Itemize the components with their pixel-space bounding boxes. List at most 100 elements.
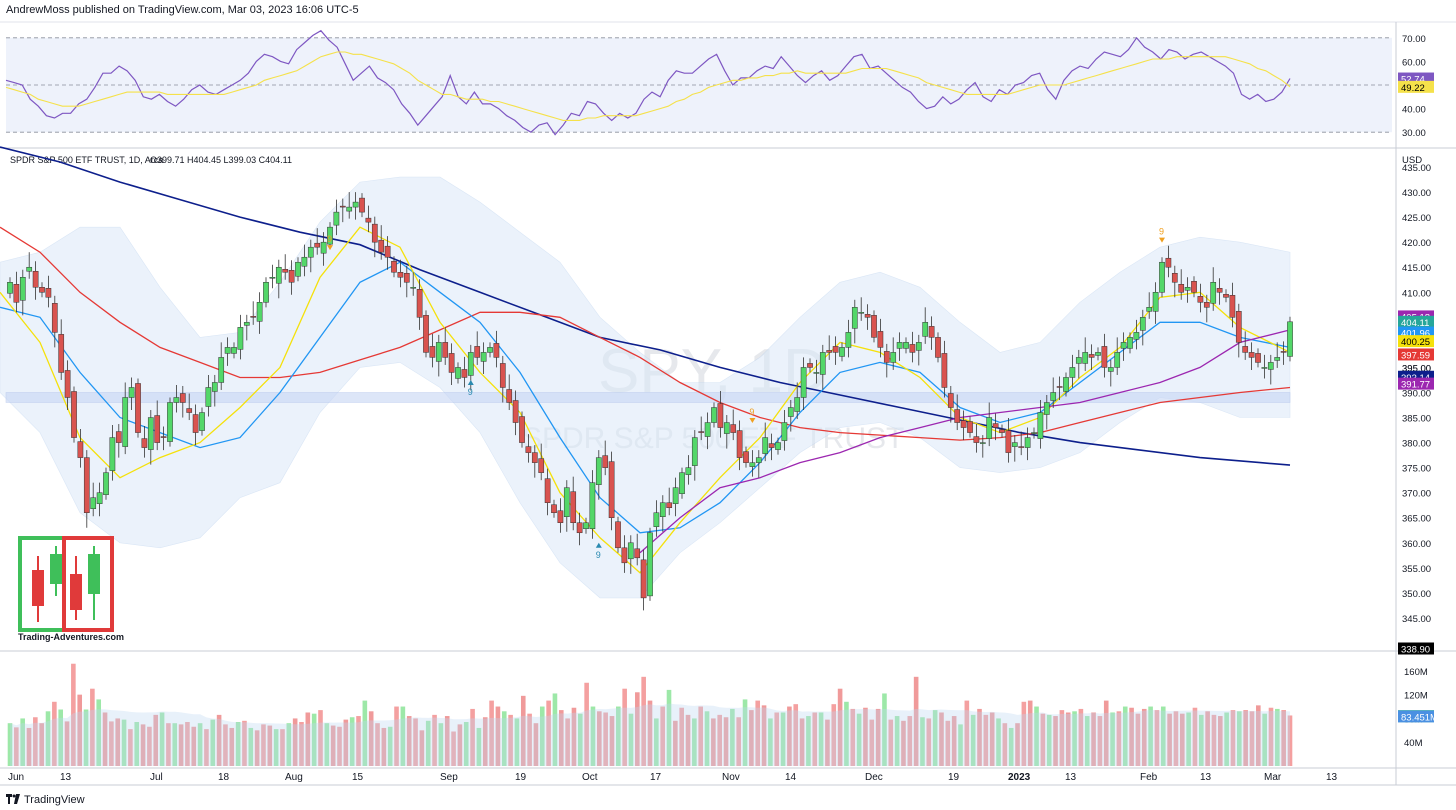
- candle: [519, 416, 525, 443]
- volume-bar: [711, 718, 716, 766]
- candle: [967, 421, 973, 433]
- volume-bar: [1268, 707, 1274, 766]
- price-tick-label: 385.00: [1402, 414, 1431, 425]
- volume-bar: [216, 714, 222, 766]
- price-value-label-bg: [1398, 335, 1434, 348]
- candle: [589, 482, 596, 530]
- candle: [832, 346, 839, 353]
- candle: [416, 289, 423, 318]
- price-tick-label: 435.00: [1402, 163, 1431, 174]
- candle: [845, 332, 852, 348]
- volume-bar: [856, 713, 862, 766]
- volume-bar: [286, 723, 292, 766]
- candle: [1191, 281, 1197, 293]
- candle: [858, 312, 865, 314]
- volume-bar: [603, 712, 608, 766]
- candle: [51, 303, 58, 333]
- price-tick-label: 380.00: [1402, 439, 1431, 450]
- candle: [531, 452, 538, 463]
- candle: [512, 400, 519, 423]
- candle: [1184, 287, 1191, 291]
- rsi-tick-label: 30.00: [1402, 128, 1426, 139]
- candle: [1088, 354, 1095, 358]
- volume-bar: [197, 723, 203, 766]
- volume-bar: [622, 688, 627, 766]
- volume-bar: [1078, 708, 1084, 766]
- rsi-value-label-bg: [1398, 80, 1434, 93]
- volume-bar: [337, 726, 342, 766]
- candle: [339, 205, 346, 208]
- ema20-line: [0, 261, 1291, 534]
- volume-bar: [140, 724, 146, 766]
- volume-bar: [977, 708, 982, 766]
- volume-bar: [704, 711, 710, 766]
- volume-bar: [1148, 706, 1153, 766]
- price-value-label: 391.77: [1401, 380, 1430, 391]
- time-tick-label: 19: [948, 772, 960, 783]
- candle: [704, 422, 711, 437]
- candle: [461, 369, 468, 378]
- volume-bar: [818, 712, 824, 766]
- volume-bars: [7, 663, 1293, 766]
- candle: [787, 407, 794, 417]
- footer-brand[interactable]: TradingView: [24, 793, 85, 806]
- volume-bar: [1034, 706, 1039, 766]
- volume-bar: [527, 713, 532, 766]
- rsi-line: [5, 29, 1291, 136]
- volume-bar: [1198, 714, 1204, 766]
- volume-average-area: [10, 703, 1290, 766]
- td-sequential-label: 9: [468, 387, 473, 397]
- volume-bar: [698, 706, 703, 766]
- volume-bar: [128, 729, 133, 766]
- rsi-tick-label: 70.00: [1402, 34, 1426, 45]
- publish-header: AndrewMoss published on TradingView.com,…: [6, 4, 359, 16]
- volume-bar: [400, 706, 406, 766]
- candle: [58, 334, 65, 373]
- candle: [320, 241, 327, 254]
- candle: [269, 277, 276, 279]
- volume-bar: [831, 704, 837, 766]
- ohlc-readout: O399.71 H404.45 L399.03 C404.11: [150, 155, 292, 165]
- volume-bar: [1217, 716, 1223, 766]
- price-tick-label: 420.00: [1402, 238, 1431, 249]
- candle: [794, 397, 801, 412]
- candle: [621, 547, 628, 564]
- volume-bar: [609, 716, 615, 766]
- candle: [1146, 307, 1153, 312]
- volume-bar: [1237, 711, 1242, 766]
- candle: [1127, 337, 1133, 349]
- candle: [730, 424, 737, 433]
- price-value-label: 404.11: [1401, 318, 1429, 329]
- candle: [1095, 352, 1101, 356]
- candle: [224, 347, 231, 354]
- price-value-label-bg: [1398, 315, 1434, 328]
- volume-bar: [1027, 700, 1033, 766]
- volume-bar: [907, 716, 913, 766]
- volume-bar: [261, 724, 266, 766]
- volume-bar: [178, 724, 184, 766]
- time-tick-label: 13: [1200, 772, 1212, 783]
- volume-bar: [1122, 706, 1128, 766]
- volume-bar: [381, 727, 387, 766]
- volume-bar: [799, 718, 805, 766]
- volume-bar: [584, 682, 589, 766]
- candle: [1261, 367, 1268, 369]
- rsi-value-label: 52.74: [1401, 75, 1425, 86]
- volume-bar: [1249, 711, 1255, 766]
- volume-bar: [685, 714, 691, 766]
- volume-bar: [1072, 711, 1077, 766]
- volume-bar: [147, 726, 152, 766]
- candle: [410, 287, 417, 289]
- candle: [1197, 296, 1204, 303]
- volume-bar: [1160, 706, 1166, 766]
- volume-bar: [565, 718, 570, 766]
- volume-bar: [242, 720, 247, 766]
- volume-bar: [926, 718, 932, 766]
- candle: [851, 307, 858, 329]
- volume-tick-label: 120M: [1404, 691, 1428, 702]
- candle: [800, 367, 807, 398]
- time-tick-label: Oct: [582, 772, 598, 783]
- candle: [1242, 346, 1249, 353]
- candle: [1165, 257, 1172, 268]
